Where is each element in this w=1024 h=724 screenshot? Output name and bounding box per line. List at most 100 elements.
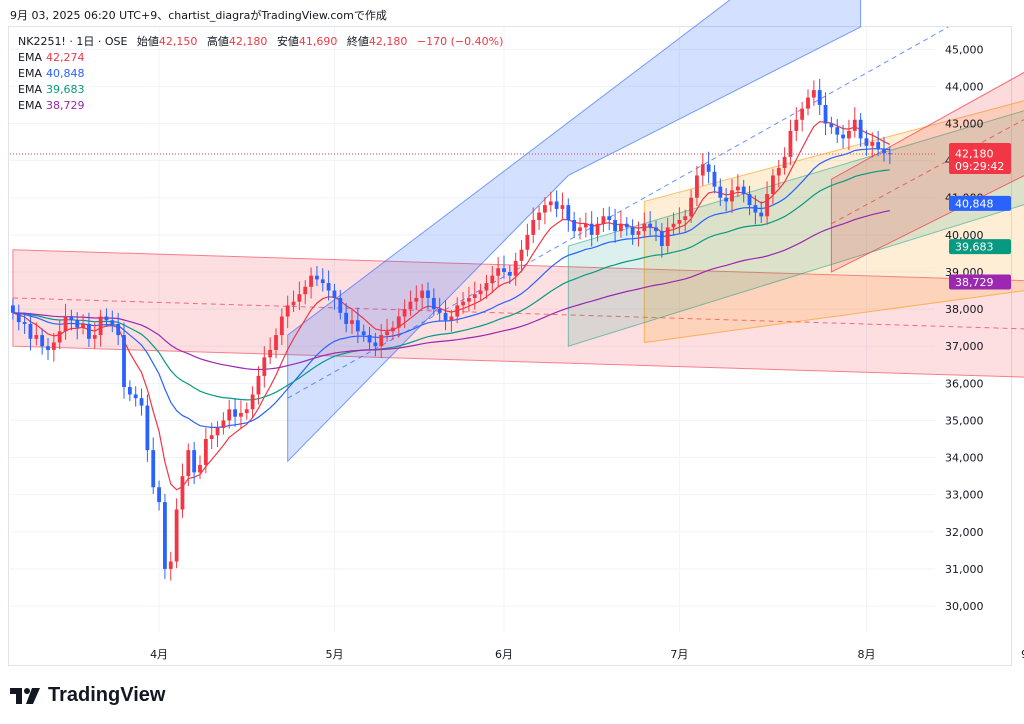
candle-body	[87, 323, 91, 339]
price-tag-label: 42,180	[955, 147, 994, 160]
candle-body	[490, 275, 495, 284]
candle-body	[513, 260, 518, 276]
candle-body	[519, 249, 524, 261]
candle-body	[806, 97, 810, 109]
candle-body	[186, 450, 191, 477]
time-tick-label: 9月	[1021, 648, 1024, 661]
time-tick-label: 7月	[670, 648, 688, 661]
price-tick-label: 38,000	[945, 303, 984, 316]
candle-body	[355, 320, 360, 332]
candle-body	[414, 297, 419, 302]
candle-body	[367, 335, 372, 343]
price-tag-label: 40,848	[955, 197, 994, 210]
candle-body	[174, 509, 179, 562]
candle-body	[139, 398, 144, 406]
candle-body	[613, 220, 617, 232]
candle-body	[502, 268, 506, 272]
candle-body	[835, 127, 840, 135]
close-value: 42,180	[368, 35, 408, 48]
time-tick-label: 8月	[857, 648, 875, 661]
candle-body	[11, 305, 15, 313]
ema-label: EMA	[18, 51, 42, 64]
candle-body	[852, 119, 857, 131]
candle-body	[882, 149, 886, 154]
price-tag	[949, 239, 1011, 255]
candle-body	[841, 134, 845, 139]
ema-row[interactable]: EMA 42,274	[18, 50, 503, 66]
candle-body	[116, 323, 121, 336]
candle-body	[309, 275, 313, 287]
price-tick-label: 35,000	[945, 414, 984, 427]
tradingview-logo-icon	[10, 687, 40, 704]
candle-body	[110, 320, 115, 324]
candle-body	[566, 205, 571, 221]
candle-body	[654, 227, 658, 232]
price-tick-label: 44,000	[945, 80, 984, 93]
candle-body	[344, 312, 349, 324]
candle-body	[81, 323, 85, 328]
candle-body	[817, 90, 822, 105]
channel-midline	[287, 26, 949, 399]
candle-body	[449, 316, 454, 321]
price-tick-label: 30,000	[945, 600, 984, 613]
time-axis: 4月 5月 6月 7月 8月 9月	[150, 648, 1024, 661]
candle-body	[244, 409, 249, 414]
ema-row[interactable]: EMA 40,848	[18, 66, 503, 82]
candle-body	[268, 349, 273, 358]
candle-body	[741, 186, 746, 195]
open-value: 42,150	[158, 35, 198, 48]
candle-body	[630, 227, 635, 235]
candle-body	[221, 420, 226, 428]
candle-body	[730, 190, 734, 202]
change-value: −170 (−0.40%)	[416, 35, 504, 48]
candle-body	[215, 427, 220, 436]
ema-value: 38,729	[45, 99, 85, 112]
price-tick-label: 33,000	[945, 489, 984, 502]
ema-value: 42,274	[45, 51, 85, 64]
symbol-label[interactable]: NK2251! · 1日 · OSE	[18, 35, 128, 48]
chart-frame	[8, 26, 1012, 666]
close-label: 終値	[346, 35, 369, 48]
candle-body	[800, 108, 805, 120]
candle-body	[636, 231, 641, 235]
time-tick-label: 5月	[325, 648, 343, 661]
ema-value: 40,848	[45, 67, 85, 80]
ema-row[interactable]: EMA 38,729	[18, 98, 503, 114]
candle-body	[98, 316, 103, 336]
tradingview-logo[interactable]: TradingView	[10, 684, 165, 707]
candle-body	[209, 435, 214, 439]
chart-caption: 9月 03, 2025 06:20 UTC+9、chartist_diagraが…	[10, 9, 387, 22]
candle-body	[198, 464, 202, 473]
candle-body	[408, 301, 413, 310]
candle-body	[285, 305, 290, 317]
candle-body	[689, 197, 693, 217]
candle-body	[256, 375, 261, 395]
candle-body	[233, 409, 237, 417]
candle-body	[765, 194, 769, 217]
candle-body	[659, 231, 664, 246]
candle-body	[385, 331, 389, 336]
candle-body	[595, 223, 600, 235]
candle-body	[624, 223, 629, 228]
candle-body	[788, 130, 793, 157]
candle-body	[467, 297, 471, 302]
candle-body	[320, 279, 325, 284]
price-tag	[949, 195, 1011, 211]
time-tick-label: 6月	[495, 648, 513, 661]
candle-body	[57, 331, 62, 343]
candle-body	[554, 201, 559, 209]
candle-body	[683, 216, 688, 221]
candle-body	[104, 316, 109, 321]
ema-row[interactable]: EMA 39,683	[18, 82, 503, 98]
candle-body	[472, 294, 477, 298]
candle-body	[163, 502, 167, 569]
candle-body	[16, 312, 21, 323]
high-label: 高値	[206, 35, 229, 48]
candle-body	[379, 335, 384, 347]
candle-body	[291, 301, 296, 306]
time-tick-label: 4月	[150, 648, 168, 661]
candle-body	[274, 335, 278, 350]
candle-body	[133, 394, 138, 399]
candle-body	[203, 438, 208, 465]
